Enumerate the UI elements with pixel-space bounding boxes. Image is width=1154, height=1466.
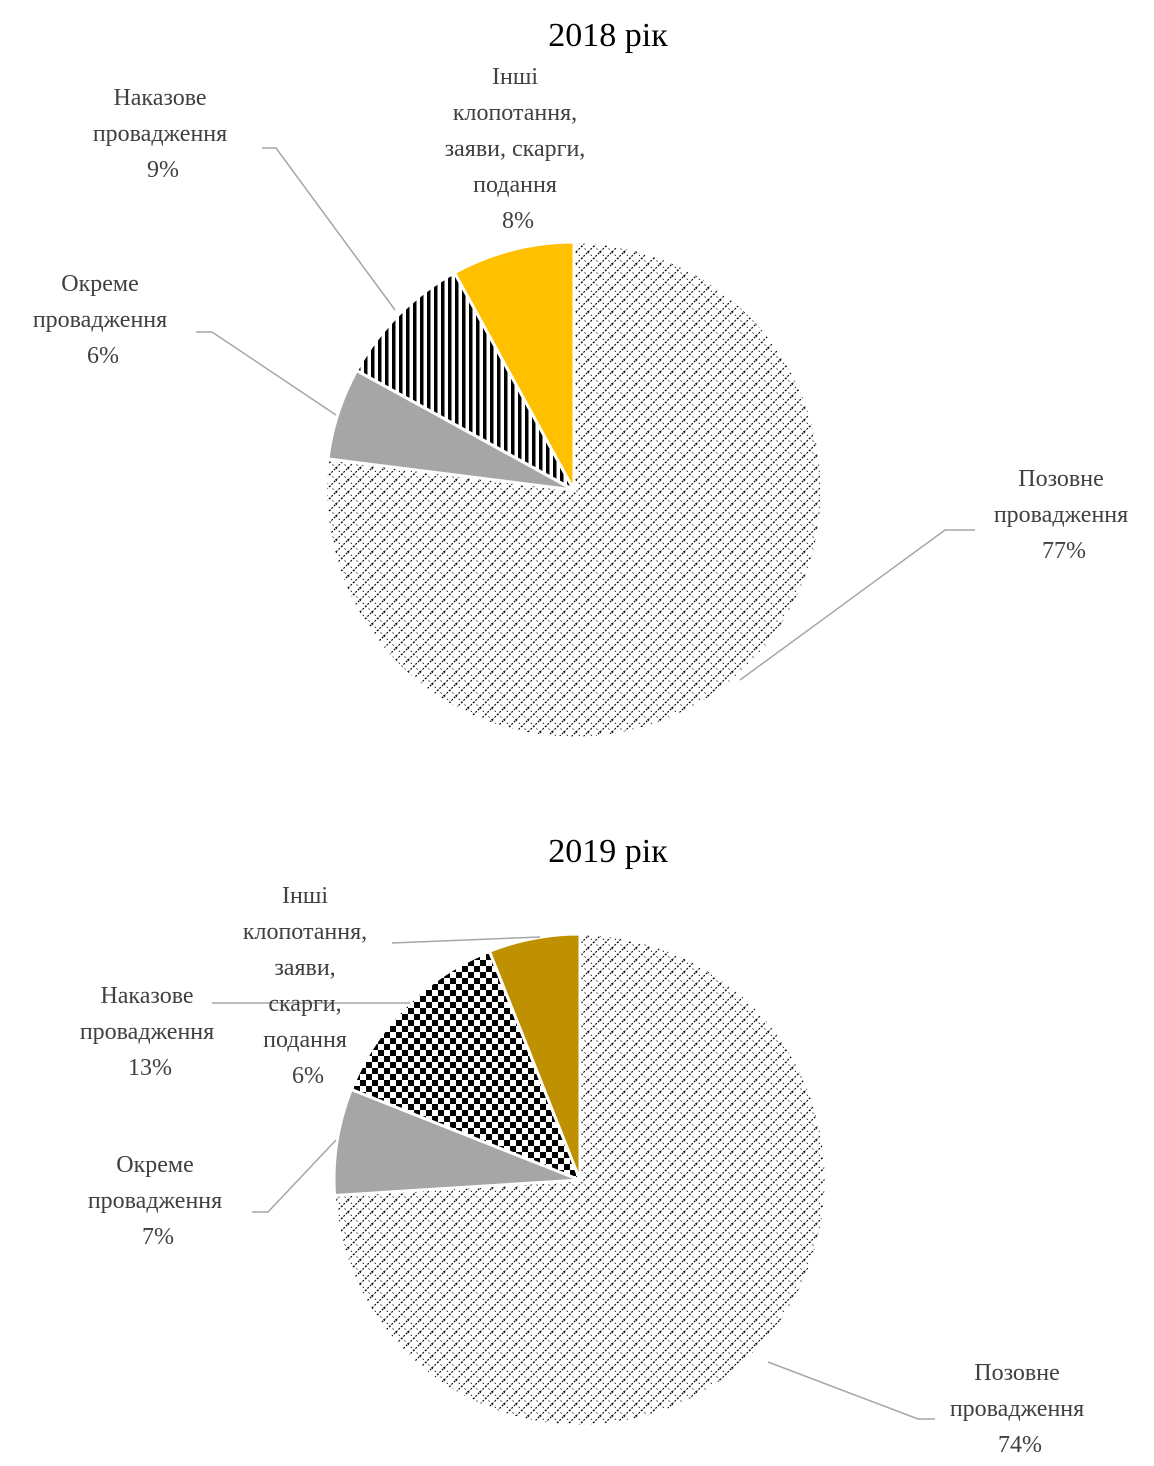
slice-label-pozovne: Позовне провадження 77% bbox=[994, 466, 1134, 564]
slice-label-pozovne: Позовне провадження 74% bbox=[950, 1360, 1090, 1458]
slice-labels: Позовне провадження 77% Окреме проваджен… bbox=[33, 64, 1134, 564]
leader-line-pozovne bbox=[767, 1361, 935, 1420]
slice-label-okreme: Окреме провадження 6% bbox=[33, 271, 173, 369]
pie-slices bbox=[324, 240, 824, 740]
pie-chart-2018: 2018 рік Позовне провадження 77% Окреме … bbox=[33, 17, 1134, 740]
chart-title: 2019 рік bbox=[548, 833, 668, 870]
leader-line-pozovne bbox=[739, 529, 975, 681]
pie-slice-nakazove bbox=[349, 949, 583, 1183]
leader-line-inshi bbox=[391, 936, 541, 944]
chart-title: 2018 рік bbox=[548, 17, 668, 54]
slice-label-nakazove: Наказове провадження 9% bbox=[93, 85, 233, 183]
pie-slice-inshi bbox=[487, 932, 582, 1181]
slice-label-inshi: Інші клопотання, заяви, скарги, подання … bbox=[445, 64, 592, 234]
slice-label-okreme: Окреме провадження 7% bbox=[88, 1152, 228, 1250]
slice-label-inshi: Інші клопотання, заяви, скарги, подання … bbox=[243, 883, 373, 1089]
leader-line-okreme bbox=[252, 1139, 337, 1213]
pie-slice-inshi bbox=[452, 240, 576, 491]
leader-line-okreme bbox=[196, 331, 337, 416]
pie-slice-nakazove bbox=[354, 270, 578, 494]
slice-labels: Позовне провадження 74% Окреме проваджен… bbox=[80, 883, 1090, 1458]
pie-chart-2019: 2019 рік Позовне провадження 74% Окреме … bbox=[80, 833, 1090, 1458]
leader-lines bbox=[196, 147, 975, 681]
pie-slices bbox=[332, 932, 828, 1428]
leader-line-nakazove bbox=[262, 147, 396, 311]
leader-lines bbox=[212, 936, 935, 1420]
slice-label-nakazove: Наказове провадження 13% bbox=[80, 983, 220, 1081]
pie-slice-okreme bbox=[332, 1087, 581, 1198]
